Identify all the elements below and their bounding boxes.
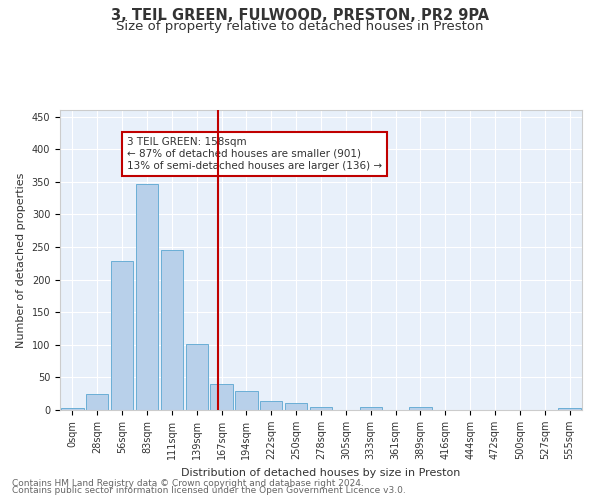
Y-axis label: Number of detached properties: Number of detached properties (16, 172, 26, 348)
Bar (111, 262, 133, 410)
Text: Contains HM Land Registry data © Crown copyright and database right 2024.: Contains HM Land Registry data © Crown c… (12, 478, 364, 488)
Bar (211, 384, 233, 410)
Bar (310, 406, 332, 410)
X-axis label: Distribution of detached houses by size in Preston: Distribution of detached houses by size … (181, 468, 461, 477)
Bar (260, 401, 283, 410)
Bar (359, 408, 382, 410)
Text: 3 TEIL GREEN: 158sqm
← 87% of detached houses are smaller (901)
13% of semi-deta: 3 TEIL GREEN: 158sqm ← 87% of detached h… (127, 138, 382, 170)
Bar (61, 408, 83, 410)
Bar (86, 394, 109, 410)
Bar (409, 408, 431, 410)
Bar (559, 408, 581, 410)
Text: Size of property relative to detached houses in Preston: Size of property relative to detached ho… (116, 20, 484, 33)
Text: Contains public sector information licensed under the Open Government Licence v3: Contains public sector information licen… (12, 486, 406, 495)
Bar (161, 250, 183, 410)
Bar (235, 391, 257, 410)
Bar (136, 184, 158, 410)
Bar (285, 403, 307, 410)
Bar (185, 344, 208, 410)
Text: 3, TEIL GREEN, FULWOOD, PRESTON, PR2 9PA: 3, TEIL GREEN, FULWOOD, PRESTON, PR2 9PA (111, 8, 489, 22)
